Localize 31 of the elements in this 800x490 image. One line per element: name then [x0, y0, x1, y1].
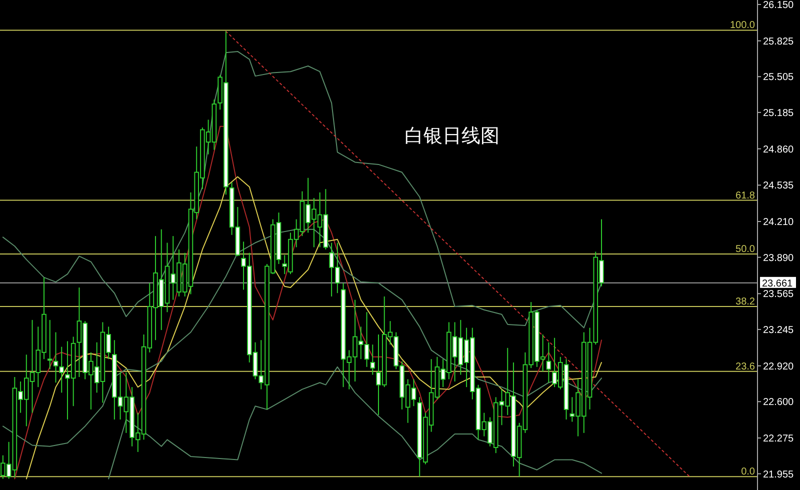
candlestick	[59, 346, 64, 394]
annotation: 100.0	[730, 20, 756, 32]
y-tick-label: 22.600	[763, 397, 794, 408]
line-series	[108, 366, 602, 480]
y-tick-label: 22.920	[763, 361, 794, 372]
y-tick-label: 23.245	[763, 324, 794, 336]
annotation: 23.6	[736, 361, 756, 372]
ref-line-label: 23.661	[762, 278, 794, 290]
y-tick-label: 23.565	[763, 289, 794, 300]
y-tick-label: 24.210	[763, 217, 794, 228]
candlestick	[546, 342, 552, 384]
annotation: 50.0	[736, 244, 756, 255]
y-tick-label: 22.275	[763, 433, 794, 444]
y-tick-label: 23.890	[763, 252, 794, 264]
candlestick	[53, 332, 58, 384]
annotation: 61.8	[736, 190, 756, 202]
y-tick-label: 25.825	[763, 36, 794, 48]
candlestick	[370, 344, 376, 376]
annotation: 0.0	[741, 466, 756, 478]
y-tick-label: 21.955	[763, 469, 794, 480]
line-series	[2, 228, 602, 447]
y-tick-label: 25.505	[763, 72, 794, 84]
candlestick	[47, 319, 52, 370]
annotation: 38.2	[736, 296, 756, 308]
y-tick-label: 24.860	[763, 144, 794, 156]
line-series	[26, 176, 602, 480]
y-tick-label: 26.150	[763, 0, 794, 11]
line-series	[14, 126, 602, 480]
text: 白银日线图	[404, 126, 500, 147]
y-tick-label: 25.185	[763, 108, 794, 119]
y-tick-label: 24.535	[763, 180, 794, 192]
